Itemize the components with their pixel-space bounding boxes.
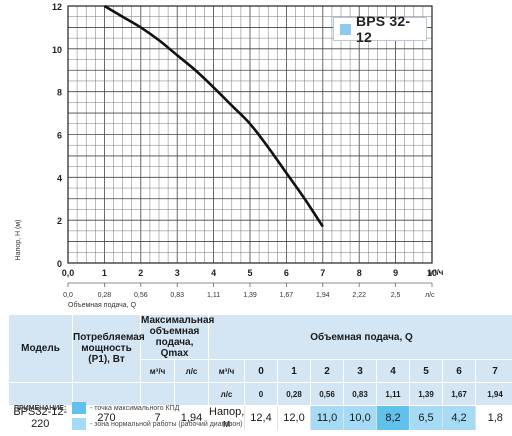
x-tick-label-ls: 1,39 [243,292,257,299]
plot-frame [67,5,433,264]
model-header: Модель [8,314,73,383]
x-axis-label: Объемная подача, Q [68,301,137,309]
flow-m3h-value: 7 [474,359,512,383]
flow-m3h-value: 2 [310,359,344,383]
qmax-ls-cell: 1,94 [174,405,209,431]
note-normal-zone: - зона нормальной работы (рабочий диапаз… [72,418,242,430]
flow-ls-value: 0,56 [310,382,344,406]
head-value: 6,5 [409,405,443,431]
x-tick-label-ls: 0,0 [63,292,73,299]
y-tick-label: 8 [57,88,62,98]
x-tick-label-ls: 0,56 [134,292,148,299]
y-tick-label: 12 [52,2,62,12]
x-axis-unit-m3h: м³/ч [428,268,444,277]
flow-ls-value: 0,83 [343,382,377,406]
legend-label: BPS 32-12 [355,13,411,45]
flow-m3h-value: 4 [376,359,410,383]
y-tick-label: 0 [57,259,62,269]
chart-legend: BPS 32-12 [333,13,427,45]
y-tick-label: 4 [57,173,62,183]
x-tick-label: 9 [393,268,398,278]
y-tick-label: 6 [57,131,62,141]
flow-header: Объемная подача, Q [207,314,512,360]
note-text-normal: - зона нормальной работы (рабочий диапаз… [90,420,243,428]
x-tick-label: 4 [211,268,216,278]
head-value: 12,0 [277,405,311,431]
spec-table: Модель Потребляемая мощность (P1), Вт Ма… [8,314,512,431]
x-tick-label: 3 [175,268,180,278]
y-tick-label: 2 [57,216,62,226]
x-tick-label-ls: 2,5 [391,292,401,299]
flow-ls-value: 1,39 [409,382,443,406]
x-tick-label: 2 [138,268,143,278]
x-tick-label-ls: 1,67 [280,292,294,299]
x-tick-label: 0,0 [62,268,75,278]
x-tick-labels-m3h: 0,0 1 2 3 4 5 6 7 8 9 10 [62,268,437,278]
head-value: 4,2 [442,405,476,431]
flow-ls-value: 0 [244,382,278,406]
flow-ls-value: 1,94 [474,382,512,406]
x-tick-label-ls: 1,11 [207,292,220,299]
flow-m3h-value: 0 [244,359,278,383]
qmax-m3h-cell: 7 [140,405,175,431]
head-unit-cell: Напор, м [208,405,245,431]
flow-ls-value: 0,28 [277,382,311,406]
head-value: 11,0 [310,405,344,431]
flow-ls-value: 1,67 [442,382,476,406]
power-header: Потребляемая мощность (P1), Вт [72,314,145,383]
head-value: 1,8 [474,405,512,431]
note-text-max: - точка максимального КПД [90,404,180,412]
qmax-header: Максимальная объемная подача, Qmax [140,314,215,360]
flow-m3h-value: 3 [343,359,377,383]
x-tick-label-ls: 0,83 [170,292,184,299]
x-tick-label-ls: 2,22 [352,292,366,299]
flow-m3h-value: 6 [442,359,476,383]
legend-swatch [340,23,351,35]
head-value: 12,4 [244,405,278,431]
note-max-efficiency: - точка максимального КПД [72,402,179,414]
note-label: ПРИМЕЧАНИЕ: [14,405,67,412]
qmax-unit-ls: л/с [174,359,209,383]
x-axis-unit-ls: л/с [425,292,435,299]
x-tick-label: 5 [247,268,252,278]
x-tick-label: 7 [320,268,325,278]
flow-unit-ls: л/с [208,382,245,406]
head-value: 8,2 [376,405,410,431]
note-swatch-max [72,402,86,414]
y-axis-label: Напор, H (м) [15,220,22,261]
flow-m3h-value: 5 [409,359,443,383]
table-row: BPS32-12-220 270 7 1,94 Напор, м 12,4 12,… [8,405,512,431]
y-tick-label: 10 [52,45,62,55]
x-tick-label: 1 [102,268,107,278]
model-cell: BPS32-12-220 [8,405,73,431]
head-value: 10,0 [343,405,377,431]
flow-ls-value: 1,11 [376,382,410,406]
x-tick-label: 8 [357,268,362,278]
x-tick-label-ls: 1,94 [316,292,330,299]
x-tick-labels-ls: 0,0 0,28 0,56 0,83 1,11 1,39 1,67 1,94 2,22 2,5 [63,283,433,299]
x-tick-label-ls: 0,28 [98,292,112,299]
y-tick-labels: 0 2 4 6 8 10 12 [52,2,62,269]
note-swatch-normal [72,418,86,430]
pump-curve-series [103,4,324,228]
x-tick-label: 10 [427,268,437,278]
flow-m3h-value: 1 [277,359,311,383]
qmax-unit-m3h: м³/ч [140,359,175,383]
x-tick-label: 6 [284,268,289,278]
flow-unit-m3h: м³/ч [208,359,245,383]
